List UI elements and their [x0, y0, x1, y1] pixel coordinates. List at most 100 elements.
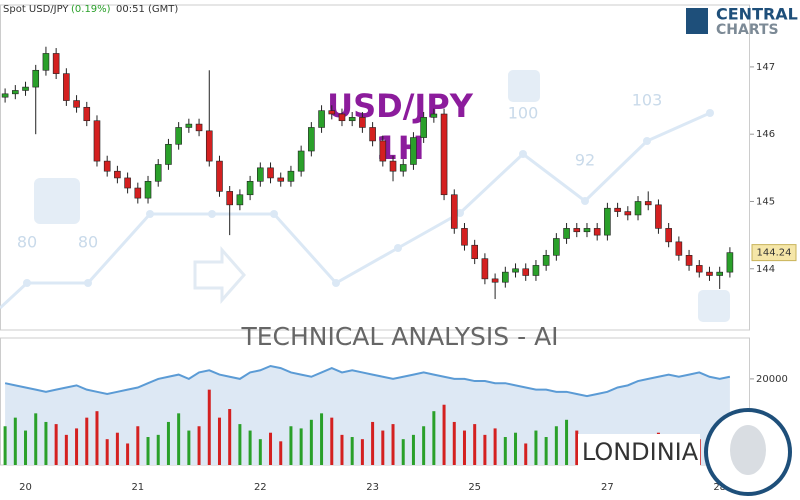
brand-top: CENTRAL: [716, 5, 798, 24]
candle-body: [246, 180, 254, 196]
volume-bar: [289, 426, 293, 465]
brand-bottom: CHARTS: [716, 22, 779, 38]
volume-line: [4, 364, 731, 398]
volume-bar: [391, 424, 395, 465]
volume-bar: [95, 411, 99, 465]
y-tick-label: 20000: [756, 374, 788, 385]
candle-body: [573, 228, 581, 233]
volume-bar: [64, 434, 68, 465]
candle-body: [134, 187, 142, 199]
candle-body: [297, 150, 305, 172]
volume-bar: [422, 426, 426, 465]
candle-body: [512, 268, 519, 273]
candle-body: [634, 201, 642, 216]
candle-body: [583, 228, 591, 233]
candle-body: [389, 160, 397, 172]
volume-bar: [269, 432, 273, 465]
candle-body: [205, 130, 213, 162]
watermark-brand: LONDINIA: [582, 438, 699, 466]
watermark-icon: [698, 290, 730, 322]
y-tick-label: 147: [756, 62, 775, 73]
volume-bar: [238, 424, 242, 465]
candle-body: [236, 194, 244, 206]
candle-body: [604, 207, 611, 236]
volume-bar: [258, 439, 262, 465]
candle-body: [461, 228, 468, 246]
watermark-icon: [34, 178, 80, 224]
y-tick-label: 146: [756, 129, 775, 140]
x-tick-label: 28: [713, 482, 726, 493]
candle-body: [614, 207, 621, 212]
volume-bar: [473, 424, 477, 465]
candle-body: [195, 123, 203, 132]
candle-body: [706, 271, 713, 276]
candle-body: [502, 271, 509, 283]
candle-body: [226, 191, 233, 206]
watermark-arrow: [193, 246, 246, 304]
volume-bar: [452, 421, 456, 465]
candle-body: [440, 113, 448, 196]
volume-bar: [340, 434, 344, 465]
candle-body: [216, 160, 223, 192]
x-tick-label: 23: [366, 482, 379, 493]
brand-logo: [686, 8, 708, 34]
volume-bar: [105, 439, 109, 465]
candle-body: [287, 170, 295, 182]
volume-bar: [554, 426, 558, 465]
watermark-banner: TECHNICAL ANALYSIS - AI: [240, 322, 558, 351]
x-tick-label: 27: [601, 482, 614, 493]
volume-bar: [115, 432, 119, 465]
volume-bar: [34, 413, 38, 465]
candle-body: [277, 177, 285, 182]
price-panel: [0, 4, 750, 331]
candle-body: [532, 265, 540, 276]
candle-body: [665, 228, 672, 243]
last-price-box: [751, 244, 797, 262]
avatar-face: [730, 425, 766, 475]
candle-body: [1, 93, 9, 98]
candle-body: [93, 120, 101, 162]
background-score-points: [23, 109, 714, 287]
candle-body: [144, 180, 152, 199]
volume-bar: [360, 439, 364, 465]
candle-body: [481, 258, 489, 280]
candle-body: [83, 106, 91, 122]
candle-body: [624, 211, 632, 216]
candle-body: [12, 90, 19, 95]
candle-body: [73, 100, 80, 108]
candle-body: [308, 127, 315, 152]
candle-body: [399, 164, 407, 172]
watermark-icon: [508, 70, 540, 102]
volume-bar: [330, 417, 334, 465]
volume-bar: [381, 430, 385, 465]
candle-body: [420, 117, 427, 138]
candle-body: [257, 167, 264, 182]
candle-body: [318, 110, 325, 128]
candle-body: [369, 127, 376, 142]
candle-body: [42, 53, 50, 71]
volume-bar: [411, 434, 415, 465]
y-tick-label: 145: [756, 196, 775, 207]
candle-body: [685, 255, 693, 266]
volume-bar: [228, 409, 232, 465]
candle-body: [32, 69, 40, 88]
candle-body: [154, 164, 162, 182]
candle-body: [563, 228, 570, 239]
volume-bar: [85, 417, 89, 465]
volume-bar: [462, 430, 466, 465]
candle-body: [185, 123, 193, 128]
watermark-score: 103: [632, 91, 663, 110]
volume-bar: [493, 428, 497, 465]
x-tick-label: 25: [468, 482, 481, 493]
volume-bar: [44, 421, 48, 465]
volume-bar: [401, 439, 405, 465]
candle-body: [22, 86, 29, 91]
candle-body: [522, 268, 530, 276]
volume-bar: [320, 413, 324, 465]
candle-body: [726, 252, 734, 273]
volume-bar: [136, 426, 140, 465]
candle-body: [175, 127, 182, 145]
x-tick-label: 21: [131, 482, 144, 493]
volume-bar: [483, 434, 487, 465]
